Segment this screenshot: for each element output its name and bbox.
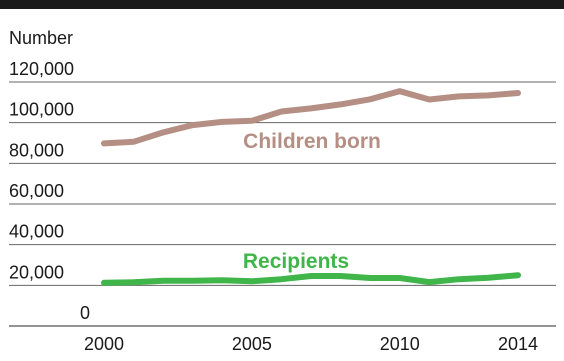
series-label-1: Recipients — [243, 250, 349, 273]
x-tick-label: 2010 — [380, 334, 420, 354]
x-tick-label: 2005 — [232, 334, 272, 354]
top-rule — [0, 0, 564, 9]
series-layer — [101, 88, 521, 286]
series-line-1 — [101, 272, 521, 286]
y-tick-label: 100,000 — [9, 100, 74, 120]
series-line-0 — [101, 88, 521, 147]
y-tick-label: 80,000 — [9, 140, 64, 160]
y-tick-label: 60,000 — [9, 181, 64, 201]
y-tick-label: 40,000 — [9, 222, 64, 242]
grid-layer: 0 20,000 40,000 60,000 80,000 100,000 120,000 — [9, 59, 556, 327]
x-axis-ticks: 2000 2005 2010 2014 — [84, 334, 538, 354]
y-axis-unit-label: Number — [9, 28, 73, 48]
x-tick-label: 2014 — [498, 334, 538, 354]
y-tick-label: 120,000 — [9, 59, 74, 79]
y-tick-label: 20,000 — [9, 262, 64, 282]
series-label-0: Children born — [243, 130, 381, 153]
x-tick-label: 2000 — [84, 334, 124, 354]
series-label-layer: Children born Recipients — [243, 130, 381, 273]
y-tick-label: 0 — [80, 303, 90, 323]
